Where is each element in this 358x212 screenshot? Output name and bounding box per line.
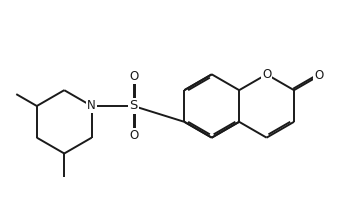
Text: O: O [262,68,271,81]
Text: S: S [129,99,138,113]
Text: N: N [87,99,96,113]
Text: O: O [129,70,138,83]
Text: O: O [314,69,323,82]
Text: O: O [129,129,138,142]
